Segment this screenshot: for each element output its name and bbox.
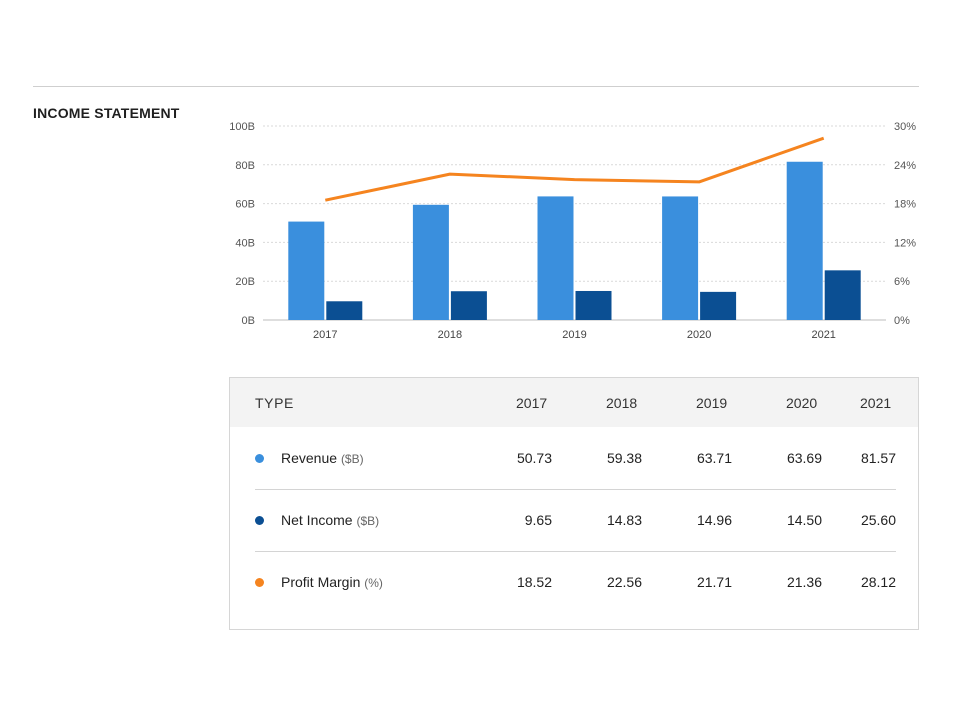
y-tick-label: 100B bbox=[229, 121, 255, 133]
revenue-bar bbox=[662, 196, 699, 320]
cell-value: 21.36 bbox=[786, 574, 822, 590]
income-table: TYPE 2017 2018 2019 2020 2021 Revenue ($… bbox=[229, 377, 919, 630]
net-income-bar bbox=[450, 291, 487, 320]
row-label-text: Net Income bbox=[281, 512, 353, 528]
revenue-bar bbox=[537, 196, 574, 320]
header-type: TYPE bbox=[255, 395, 294, 411]
header-year-2020: 2020 bbox=[786, 395, 818, 411]
cell-value: 22.56 bbox=[606, 574, 642, 590]
cell-value: 63.69 bbox=[786, 450, 822, 466]
x-tick-label: 2017 bbox=[313, 329, 337, 341]
cell-value: 25.60 bbox=[860, 512, 896, 528]
row-divider bbox=[255, 489, 896, 490]
net-income-legend-dot bbox=[255, 516, 264, 525]
y2-tick-label: 0% bbox=[894, 315, 910, 327]
revenue-bar bbox=[288, 221, 325, 320]
revenue-legend-dot bbox=[255, 454, 264, 463]
table-row-profit-margin: Profit Margin (%) 18.52 22.56 21.71 21.3… bbox=[255, 552, 896, 614]
section-title: INCOME STATEMENT bbox=[33, 105, 180, 121]
y2-tick-label: 30% bbox=[894, 121, 916, 133]
row-divider bbox=[255, 551, 896, 552]
cell-value: 59.38 bbox=[606, 450, 642, 466]
row-unit: ($B) bbox=[340, 452, 364, 466]
y2-tick-label: 12% bbox=[894, 237, 916, 249]
y-tick-label: 0B bbox=[242, 315, 255, 327]
profit-margin-line bbox=[324, 136, 825, 202]
y-tick-label: 60B bbox=[235, 199, 255, 211]
table-row-net-income: Net Income ($B) 9.65 14.83 14.96 14.50 2… bbox=[255, 490, 896, 552]
net-income-bar bbox=[824, 270, 861, 320]
income-chart: 0B 0% 20B 6% 40B 12% 60B 18% 80B 24% 100B 30% 2017 20… bbox=[229, 121, 916, 341]
x-tick-label: 2020 bbox=[687, 329, 711, 341]
x-tick-label: 2019 bbox=[562, 329, 586, 341]
cell-value: 81.57 bbox=[860, 450, 896, 466]
header-year-2018: 2018 bbox=[606, 395, 638, 411]
y-tick-label: 20B bbox=[235, 276, 255, 288]
cell-value: 28.12 bbox=[860, 574, 896, 590]
cell-value: 18.52 bbox=[516, 574, 552, 590]
x-tick-label: 2018 bbox=[438, 329, 462, 341]
row-label-text: Profit Margin bbox=[281, 574, 361, 590]
row-label-net-income: Net Income ($B) bbox=[281, 512, 379, 528]
cell-value: 14.83 bbox=[606, 512, 642, 528]
row-unit: (%) bbox=[364, 576, 383, 590]
net-income-bar bbox=[575, 290, 612, 320]
header-year-2017: 2017 bbox=[516, 395, 548, 411]
revenue-bar bbox=[786, 161, 823, 320]
table-header: TYPE 2017 2018 2019 2020 2021 bbox=[230, 378, 918, 427]
header-year-2019: 2019 bbox=[696, 395, 728, 411]
y-tick-label: 80B bbox=[235, 160, 255, 172]
cell-value: 21.71 bbox=[696, 574, 732, 590]
y2-tick-label: 6% bbox=[894, 276, 910, 288]
row-label-text: Revenue bbox=[281, 450, 338, 466]
row-label-revenue: Revenue ($B) bbox=[281, 450, 364, 466]
y2-tick-label: 24% bbox=[894, 160, 916, 172]
cell-value: 9.65 bbox=[524, 512, 552, 528]
profit-margin-legend-dot bbox=[255, 578, 264, 587]
net-income-bar bbox=[326, 301, 363, 320]
y2-tick-label: 18% bbox=[894, 199, 916, 211]
revenue-bar bbox=[412, 204, 449, 320]
header-year-2021: 2021 bbox=[860, 395, 892, 411]
cell-value: 14.96 bbox=[696, 512, 732, 528]
y-tick-label: 40B bbox=[235, 237, 255, 249]
cell-value: 14.50 bbox=[786, 512, 822, 528]
row-unit: ($B) bbox=[356, 514, 380, 528]
row-label-profit-margin: Profit Margin (%) bbox=[281, 574, 383, 590]
top-divider bbox=[33, 86, 919, 87]
cell-value: 63.71 bbox=[696, 450, 732, 466]
cell-value: 50.73 bbox=[516, 450, 552, 466]
table-row-revenue: Revenue ($B) 50.73 59.38 63.71 63.69 81.… bbox=[255, 428, 896, 490]
x-tick-label: 2021 bbox=[811, 329, 835, 341]
net-income-bar bbox=[700, 291, 737, 320]
